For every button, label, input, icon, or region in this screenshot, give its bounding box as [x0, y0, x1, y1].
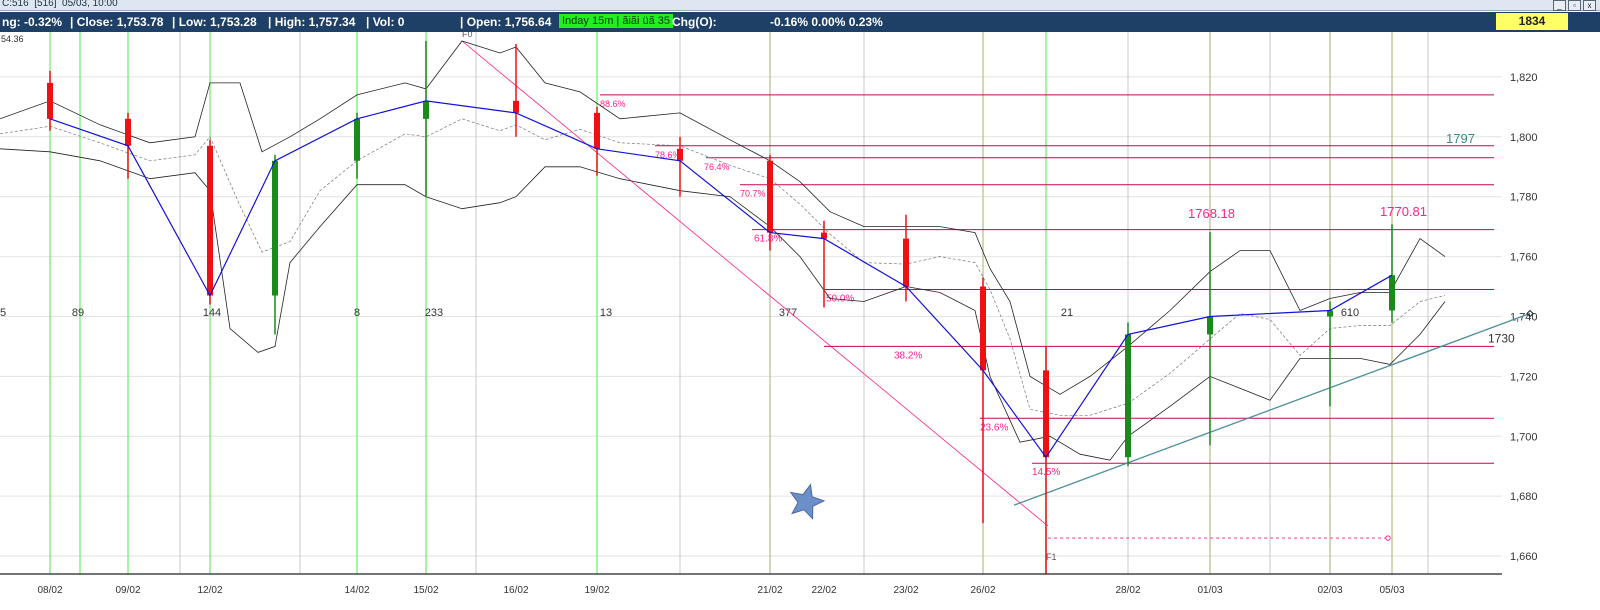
chg-label: Chg(O): [672, 15, 717, 29]
y-tick-label: 1,780 [1510, 192, 1538, 204]
x-tick-label: 08/02 [37, 585, 62, 596]
x-tick-label: 15/02 [413, 585, 438, 596]
candle-body [594, 112, 600, 149]
upper-band [0, 40, 1446, 395]
y-tick-label: 1,700 [1510, 431, 1538, 443]
candle-body [767, 160, 773, 233]
high-value: | High: 1,757.34 [268, 15, 356, 29]
fib-level-label: 70.7% [740, 189, 766, 199]
x-tick-label: 26/02 [970, 585, 995, 596]
candle-body [1327, 310, 1333, 317]
close-price-path [49, 100, 1393, 459]
high-annotation: 1770.81 [1380, 204, 1427, 219]
fib-anchor-f1: F1 [1046, 552, 1057, 562]
fib-anchor-f0: F0 [462, 32, 473, 39]
level-annotation-1730: 1730 [1488, 331, 1515, 345]
middle-band [0, 118, 1446, 416]
y-tick-label: 1,760 [1510, 252, 1538, 264]
y-tick-label: 1,740 [1510, 311, 1538, 323]
candle-body [1043, 370, 1049, 458]
fib-time-count: 13 [600, 307, 612, 319]
change-percent: ng: -0.32% [2, 15, 63, 29]
y-tick-label: 1,800 [1510, 132, 1538, 144]
star-marker [789, 483, 826, 520]
x-tick-label: 14/02 [344, 585, 369, 596]
candle-body [513, 100, 519, 113]
fib-level-label: 78.6% [655, 150, 681, 160]
x-tick-label: 02/03 [1317, 585, 1342, 596]
trendline-end-marker [1526, 309, 1534, 318]
x-tick-label: 01/03 [1197, 585, 1222, 596]
x-tick-label: 21/02 [757, 585, 782, 596]
y-axis-panel [1502, 32, 1600, 610]
candle-body [47, 82, 53, 119]
fib-time-count: 610 [1341, 307, 1359, 319]
x-tick-label: 23/02 [893, 585, 918, 596]
candle-body [677, 148, 683, 161]
volume-value: | Vol: 0 [366, 15, 405, 29]
candle-body [272, 160, 278, 296]
y-tick-label: 1,720 [1510, 371, 1538, 383]
candle-body [1207, 316, 1213, 335]
candle-body [903, 238, 909, 287]
fib-time-count: 377 [779, 307, 797, 319]
y-tick-label: 1,680 [1510, 491, 1538, 503]
x-tick-label: 12/02 [197, 585, 222, 596]
chg-values: -0.16% 0.00% 0.23% [770, 15, 883, 29]
window-title: C:516 [516] 05/03, 10:00 [2, 0, 118, 9]
candle-body [821, 232, 827, 239]
x-tick-label: 28/02 [1115, 585, 1140, 596]
close-value: | Close: 1,753.78 [70, 15, 164, 29]
candle-body [423, 100, 429, 119]
low-value: | Low: 1,753.28 [172, 15, 257, 29]
open-value: | Open: 1,756.64 [460, 15, 552, 29]
high-annotation: 1768.18 [1188, 206, 1235, 221]
price-chart[interactable]: 1,660 1,680 1,700 1,720 1,740 1,760 1,780 1,800… [0, 32, 1600, 610]
candle-body [125, 118, 131, 146]
fib-time-count: 233 [425, 307, 443, 319]
maximize-button[interactable]: ▫ [1568, 0, 1581, 11]
fib-time-count: 89 [72, 307, 84, 319]
candle-body [1125, 334, 1131, 458]
candle-body [1389, 275, 1395, 311]
x-tick-label: 09/02 [115, 585, 140, 596]
fib-time-count: 5 [0, 307, 6, 319]
candle-body [207, 145, 213, 296]
fib-level-label: 76.4% [704, 162, 730, 172]
y-tick-label: 1,660 [1510, 551, 1538, 563]
projection-end-marker [1385, 535, 1391, 541]
fib-diagonal-line [461, 40, 1049, 527]
fib-level-label: 88.6% [600, 99, 626, 109]
x-tick-label: 16/02 [503, 585, 528, 596]
corner-value-label: 54.36 [1, 34, 24, 44]
y-tick-label: 1,820 [1510, 72, 1538, 84]
minimize-button[interactable]: _ [1553, 0, 1566, 11]
window-titlebar: C:516 [516] 05/03, 10:00 _ ▫ x [0, 0, 1600, 11]
window-buttons: _ ▫ x [1553, 0, 1596, 11]
candle-body [980, 286, 986, 371]
fib-time-count: 21 [1061, 307, 1073, 319]
x-tick-label: 22/02 [811, 585, 836, 596]
fib-level-label: 61.8% [754, 234, 782, 245]
fib-level-label: 23.6% [980, 422, 1008, 433]
level-annotation-1797: 1797 [1446, 131, 1475, 146]
fib-level-label: 38.2% [894, 350, 922, 361]
candle-body [354, 118, 360, 161]
close-button[interactable]: x [1583, 0, 1596, 11]
x-tick-label: 05/03 [1379, 585, 1404, 596]
quote-info-bar: ng: -0.32% | Close: 1,753.78 | Low: 1,75… [0, 12, 1600, 32]
support-trendline [1013, 312, 1531, 506]
fib-time-count: 144 [203, 307, 221, 319]
x-tick-label: 19/02 [584, 585, 609, 596]
fib-time-count: 8 [354, 307, 360, 319]
interval-badge[interactable]: Inday 15m | ãiãi üã 35 [559, 14, 674, 28]
last-price-box: 1834 [1496, 13, 1568, 30]
